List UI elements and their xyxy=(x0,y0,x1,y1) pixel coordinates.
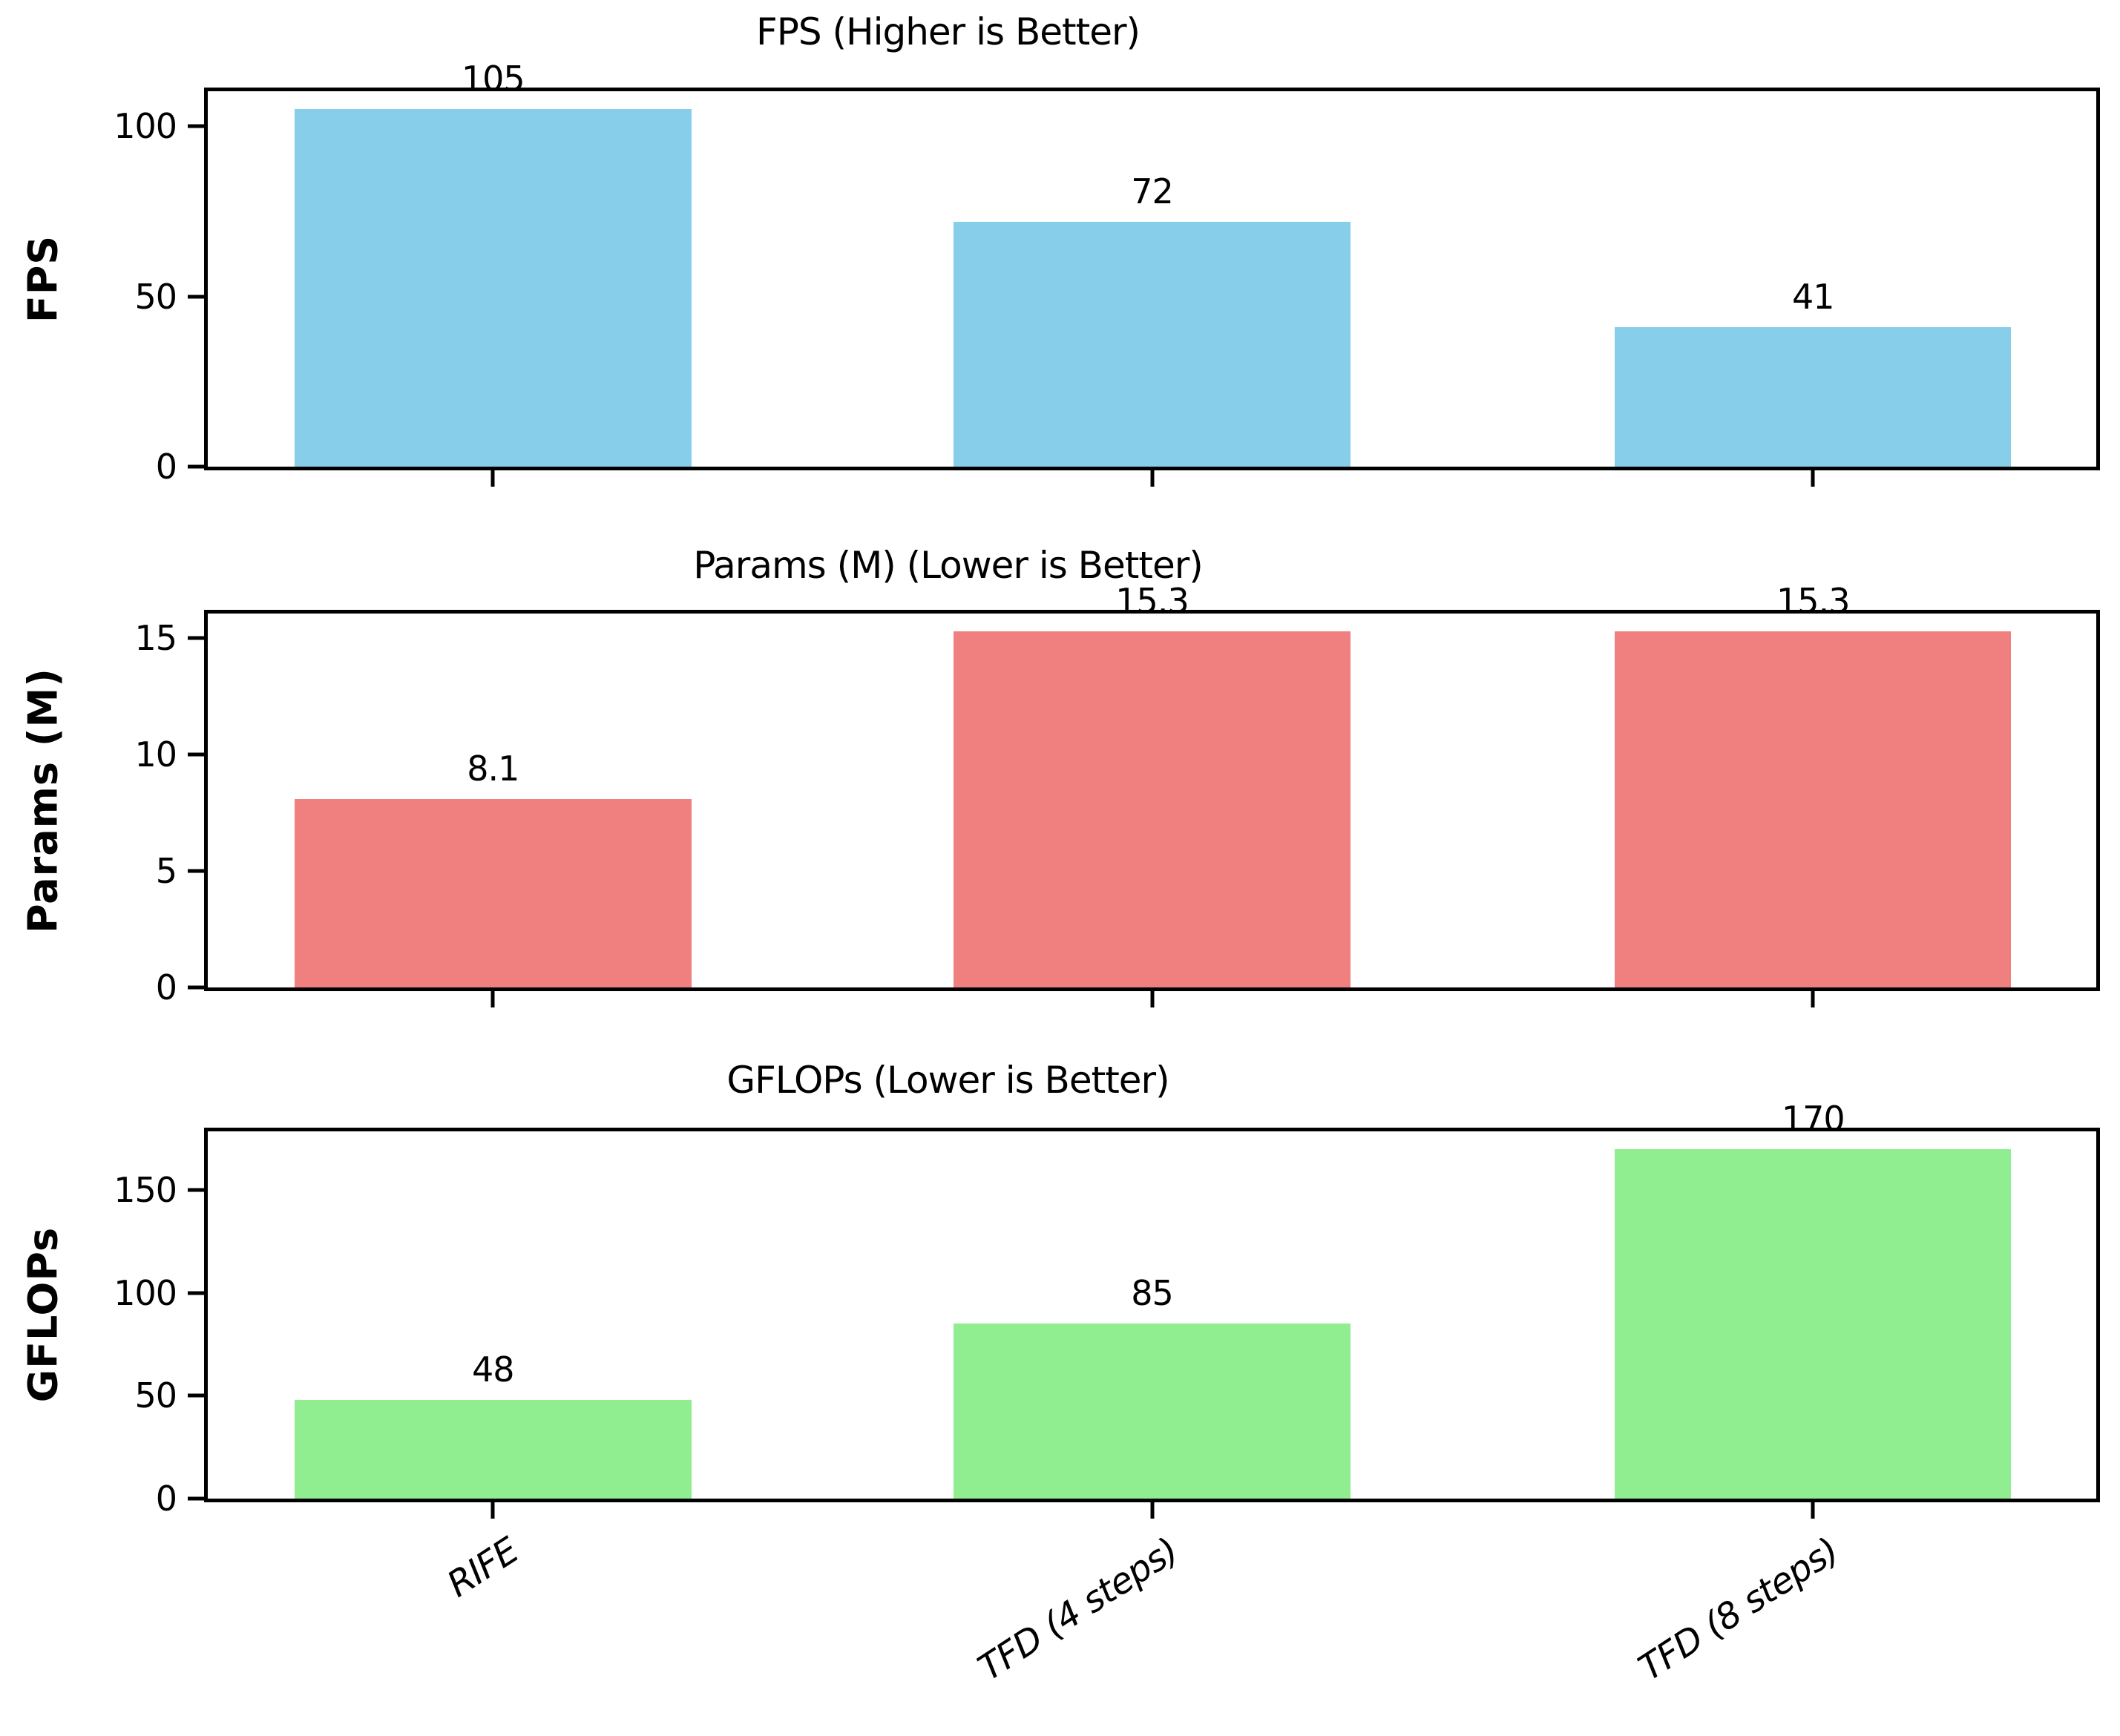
y-tick-label: 10 xyxy=(134,734,177,775)
y-tick-mark xyxy=(188,985,204,990)
bar-RIFE xyxy=(295,798,692,987)
bar-value-label: 85 xyxy=(1131,1273,1174,1314)
subplot-fps-plot-area: 0 50 100 105 72 41 xyxy=(114,59,2100,487)
bar-value-label: 15.3 xyxy=(1776,581,1850,621)
y-tick-mark xyxy=(188,869,204,873)
y-tick-mark xyxy=(188,464,204,469)
x-category-label: RIFE xyxy=(440,1530,526,1606)
subplot-fps-title: FPS (Higher is Better) xyxy=(755,10,1141,53)
x-tick-mark xyxy=(1150,470,1154,487)
subplot-fps: 0 50 100 105 72 41 xyxy=(114,59,2100,487)
y-tick-mark xyxy=(188,1188,204,1192)
y-tick-label: 50 xyxy=(134,276,177,317)
y-tick-mark xyxy=(188,1291,204,1295)
y-tick-label: 0 xyxy=(155,967,177,1007)
subplot-params-ylabel: Params (M) xyxy=(19,668,67,933)
bar-value-label: 15.3 xyxy=(1115,581,1189,621)
bar-value-label: 105 xyxy=(461,59,525,99)
y-tick-mark xyxy=(188,295,204,299)
subplot-params-plot-area: 0 5 10 15 8.1 15.3 15.3 xyxy=(134,581,2100,1007)
y-tick-label: 15 xyxy=(134,618,177,659)
x-tick-mark xyxy=(1150,1502,1154,1519)
subplot-gflops-ylabel: GFLOPs xyxy=(19,1226,67,1403)
bar-TFD (8 steps) xyxy=(1615,631,2012,987)
x-tick-mark xyxy=(1150,991,1154,1007)
y-tick-mark xyxy=(188,1393,204,1398)
x-tick-mark xyxy=(1811,1502,1815,1519)
y-tick-mark xyxy=(188,752,204,757)
y-tick-mark xyxy=(188,636,204,640)
subplot-gflops-title: GFLOPs (Lower is Better) xyxy=(726,1059,1169,1102)
x-tick-mark xyxy=(490,991,495,1007)
y-tick-label: 100 xyxy=(114,106,177,147)
bar-TFD (4 steps) xyxy=(954,221,1351,467)
bar-value-label: 41 xyxy=(1791,276,1835,317)
x-tick-mark xyxy=(490,1502,495,1519)
bar-value-label: 8.1 xyxy=(467,748,519,789)
x-category-label: TFD (4 steps) xyxy=(970,1530,1185,1689)
bar-TFD (8 steps) xyxy=(1615,326,2012,467)
bar-TFD (8 steps) xyxy=(1615,1148,2012,1499)
y-tick-label: 5 xyxy=(155,851,177,892)
y-tick-mark xyxy=(188,124,204,128)
bar-value-label: 48 xyxy=(472,1349,515,1390)
y-tick-label: 0 xyxy=(155,447,177,487)
x-tick-mark xyxy=(490,470,495,487)
y-tick-label: 50 xyxy=(134,1375,177,1416)
bar-RIFE xyxy=(295,1399,692,1499)
subplot-gflops: 0 50 100 150 48 RIFE 85 TFD (4 steps) 170 TFD (8 … xyxy=(114,1099,2100,1689)
y-tick-label: 100 xyxy=(114,1272,177,1313)
subplot-fps-ylabel: FPS xyxy=(19,234,67,323)
x-category-label: TFD (8 steps) xyxy=(1631,1530,1846,1689)
bar-value-label: 72 xyxy=(1131,171,1174,211)
y-tick-label: 0 xyxy=(155,1479,177,1519)
y-tick-mark xyxy=(188,1496,204,1501)
bar-TFD (4 steps) xyxy=(954,631,1351,987)
bar-value-label: 170 xyxy=(1781,1098,1845,1139)
bar-TFD (4 steps) xyxy=(954,1324,1351,1499)
y-tick-label: 150 xyxy=(114,1170,177,1211)
subplot-params: 0 5 10 15 8.1 15.3 15.3 xyxy=(134,581,2100,1007)
subplot-gflops-plot-area: 0 50 100 150 48 RIFE 85 TFD (4 steps) 170 TFD (8 … xyxy=(114,1099,2100,1689)
subplot-params-title: Params (M) (Lower is Better) xyxy=(693,544,1204,587)
x-tick-mark xyxy=(1811,470,1815,487)
x-tick-mark xyxy=(1811,991,1815,1007)
bar-RIFE xyxy=(295,109,692,467)
